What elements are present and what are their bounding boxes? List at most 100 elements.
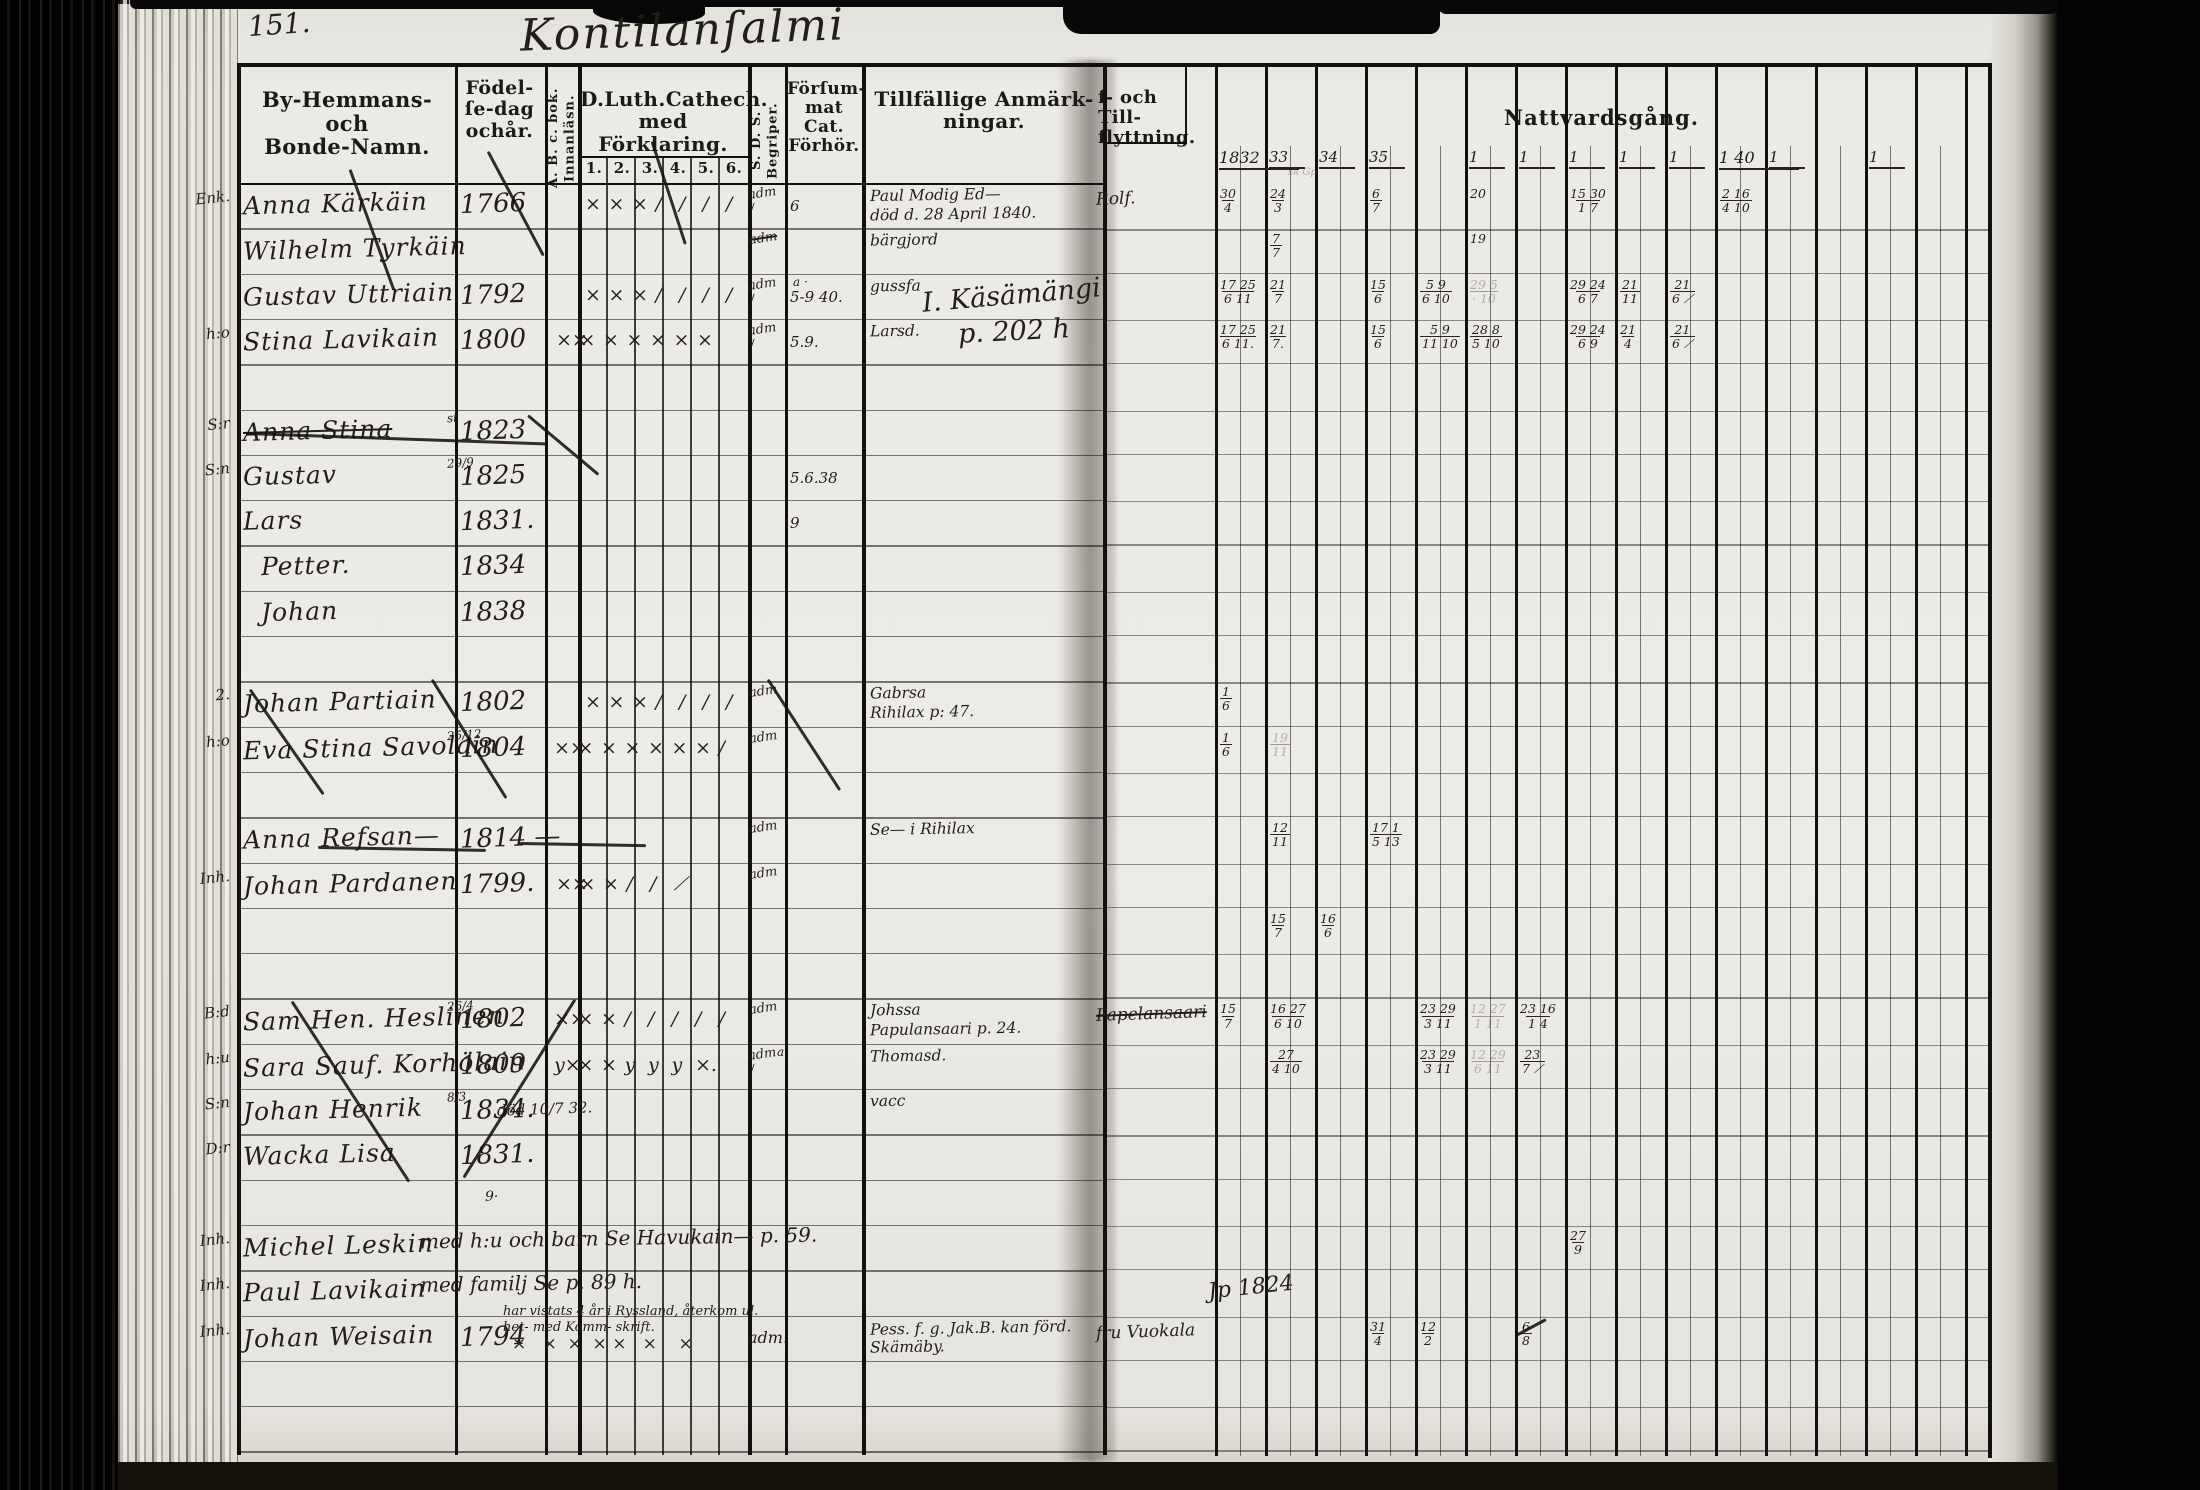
annotation: p. 202 h: [957, 313, 1071, 350]
remark-line: bärgjord: [869, 230, 939, 250]
catechism-mark: ×: [577, 1053, 594, 1076]
comm-mid-line: [1390, 146, 1392, 1456]
remark-line: Se— i Rihilax: [869, 819, 975, 840]
column-line: [1988, 63, 1992, 1458]
column-header-remarks: Tillfällige Anmärk- ningar.: [874, 87, 1094, 134]
remark-line: Skämäby.: [869, 1336, 945, 1357]
comm-entry: 19 11: [1270, 730, 1290, 758]
comm-entry: 5 9 11 10: [1420, 323, 1460, 350]
comm-mid-line: [1590, 146, 1592, 1456]
scan-artifact-top: [700, 0, 1065, 7]
remark-line: Rihilax p: 47.: [869, 702, 975, 723]
comm-mid-line: [1540, 146, 1542, 1456]
remark-line: gussfa: [869, 276, 921, 296]
catechism-mark: /: [726, 193, 733, 215]
column-line: [634, 156, 636, 1455]
comm-year-label: 1: [1569, 148, 1605, 169]
remark-line: vacc: [869, 1091, 906, 1111]
date-fraction: 30 4: [1220, 186, 1236, 216]
comm-entry: 23 29 3 11: [1420, 1048, 1456, 1075]
date-fraction: 17 25 6 11.: [1220, 321, 1256, 352]
comm-year-label: 34: [1319, 148, 1355, 169]
annotation: med h:u och barn Se Havukain— p. 59.: [419, 1222, 818, 1254]
margin-abbrev: Inh.: [198, 1274, 231, 1296]
margin-abbrev: Inh.: [198, 1228, 231, 1250]
date-fraction: 29 24 6 9: [1570, 321, 1606, 352]
comm-entry: 17 25 6 11.: [1220, 323, 1256, 350]
catechism-mark: /: [702, 283, 709, 306]
column-header-communion: Nattvardsgång.: [1503, 105, 1700, 130]
date-fraction: 23 29 3 11: [1420, 1046, 1456, 1076]
catechism-mark: ××: [554, 1008, 586, 1031]
row-line: [1105, 1359, 1988, 1362]
catechism-mark: ×: [608, 283, 625, 306]
row-line: [237, 273, 1103, 275]
row-line: [237, 590, 1103, 593]
column-header-birth: Födel- ſe-dag ochår.: [464, 77, 535, 142]
column-line: [785, 63, 788, 1455]
comm-entry: 31 4: [1370, 1318, 1386, 1348]
column-line: [1185, 63, 1187, 143]
catechism-mark: ××: [556, 328, 588, 351]
comm-year-label: 1: [1469, 148, 1505, 169]
column-line: [455, 63, 458, 1455]
margin-abbrev: 2.: [214, 685, 231, 705]
sds-mark: adm /: [747, 184, 778, 217]
remark-line: Johssa: [869, 1000, 921, 1020]
sds-mark: adm /: [747, 320, 778, 353]
person-name: Michel Leskin: [242, 1228, 435, 1263]
margin-abbrev: S:n: [203, 458, 231, 480]
person-name: Lars: [242, 505, 304, 536]
subcol-2: 2.: [613, 159, 631, 177]
person-name: Wilhelm Tyrkäin: [242, 231, 468, 267]
header-line: [1103, 142, 1187, 144]
row-line: [237, 1089, 1103, 1091]
row-line: [237, 953, 1103, 955]
row-line: [1105, 453, 1988, 456]
row-line: [1105, 1135, 1988, 1137]
annotation: 9·: [485, 1189, 499, 1205]
date-fraction: 19: [1470, 231, 1486, 247]
row-line: [237, 1315, 1103, 1317]
row-line: [1105, 1044, 1988, 1046]
catechism-mark: ×: [624, 736, 641, 759]
comm-mid-line: [1340, 146, 1342, 1456]
row-line: [237, 907, 1103, 910]
annotation: Jp 1824: [1206, 1270, 1295, 1305]
annotation: sk Gp: [1288, 167, 1317, 178]
remark-line: Gabrsa: [869, 683, 927, 703]
person-name: Stina Lavikain: [242, 322, 440, 357]
comm-entry: 23 7 ⟋: [1520, 1048, 1545, 1075]
date-fraction: 31 4: [1370, 1318, 1386, 1348]
catechism-mark: ×: [577, 1008, 594, 1031]
row-line: [237, 862, 1103, 864]
person-name: Anna Kärkäin: [242, 186, 429, 221]
catechism-mark: /: [679, 283, 686, 306]
row-line: [237, 998, 1103, 1000]
comm-entry: 15 6: [1370, 277, 1386, 305]
forhor-entry: 9: [790, 514, 800, 533]
column-line: [718, 156, 720, 1455]
date-fraction: 16 27 6 10: [1270, 1001, 1306, 1031]
comm-entry: 29 24 6 9: [1570, 323, 1606, 350]
sds-mark: adm: [748, 727, 779, 747]
comm-entry: 27 9: [1570, 1229, 1586, 1256]
birth-year: 1809: [459, 1048, 527, 1081]
catechism-mark: ×: [577, 736, 594, 759]
row-line: [1105, 906, 1988, 909]
row-line: [237, 364, 1103, 366]
comm-mid-line: [1890, 146, 1892, 1456]
annotation: har vistats 4 år i Ryssland, återkom ul.: [503, 1304, 759, 1319]
comm-mid-line: [1440, 146, 1442, 1456]
date-fraction: 23 7 ⟋: [1520, 1046, 1545, 1076]
catechism-mark: /: [718, 1008, 725, 1031]
date-fraction: 21 6 ⟋: [1670, 321, 1695, 352]
row-line: [1105, 229, 1988, 231]
